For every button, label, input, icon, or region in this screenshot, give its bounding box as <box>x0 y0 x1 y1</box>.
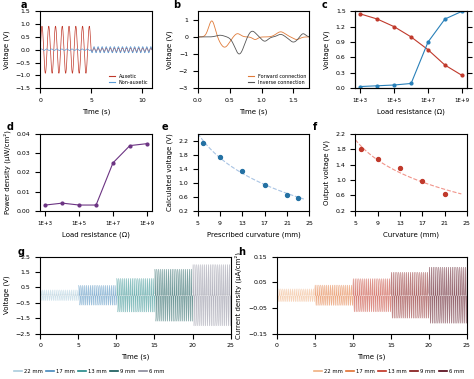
X-axis label: Time (s): Time (s) <box>239 108 268 115</box>
Point <box>357 146 365 152</box>
Point <box>261 182 269 188</box>
Legend: Auxetic, Non-auxetic: Auxetic, Non-auxetic <box>108 73 149 86</box>
Legend: 22 mm, 17 mm, 13 mm, 9 mm, 6 mm: 22 mm, 17 mm, 13 mm, 9 mm, 6 mm <box>312 367 466 376</box>
Text: f: f <box>313 122 317 132</box>
X-axis label: Time (s): Time (s) <box>357 354 386 360</box>
Text: c: c <box>322 0 328 9</box>
Text: b: b <box>173 0 181 9</box>
Point <box>396 165 404 171</box>
Y-axis label: Output voltage (V): Output voltage (V) <box>324 140 330 205</box>
Text: g: g <box>18 246 25 257</box>
Y-axis label: Voltage (V): Voltage (V) <box>3 276 10 315</box>
Y-axis label: Voltage (V): Voltage (V) <box>167 30 173 69</box>
X-axis label: Time (s): Time (s) <box>82 108 110 115</box>
Point <box>238 168 246 174</box>
Legend: 22 mm, 17 mm, 13 mm, 9 mm, 6 mm: 22 mm, 17 mm, 13 mm, 9 mm, 6 mm <box>12 367 167 376</box>
X-axis label: Time (s): Time (s) <box>121 354 150 360</box>
Text: a: a <box>20 0 27 9</box>
Y-axis label: Voltage (V): Voltage (V) <box>3 30 10 69</box>
Point <box>374 156 382 162</box>
Y-axis label: Power density (μW/cm²): Power density (μW/cm²) <box>4 130 11 215</box>
Legend: Forward connection, Inverse connection: Forward connection, Inverse connection <box>247 73 307 86</box>
Text: e: e <box>162 122 169 132</box>
Y-axis label: Current density (μA/cm²): Current density (μA/cm²) <box>235 252 242 339</box>
X-axis label: Load resistance (Ω): Load resistance (Ω) <box>62 231 130 238</box>
Y-axis label: Voltage (V): Voltage (V) <box>324 30 330 69</box>
Point <box>283 192 291 198</box>
Point <box>216 154 224 160</box>
X-axis label: Load resistance (Ω): Load resistance (Ω) <box>377 108 445 115</box>
Text: h: h <box>238 246 246 257</box>
Text: d: d <box>7 122 14 132</box>
X-axis label: Prescribed curvature (mm): Prescribed curvature (mm) <box>207 231 301 238</box>
Point <box>200 140 207 146</box>
X-axis label: Curvature (mm): Curvature (mm) <box>383 231 439 238</box>
Y-axis label: Calculated voltage (V): Calculated voltage (V) <box>166 133 173 211</box>
Point <box>294 194 302 200</box>
Point <box>441 191 448 197</box>
Point <box>419 178 426 184</box>
